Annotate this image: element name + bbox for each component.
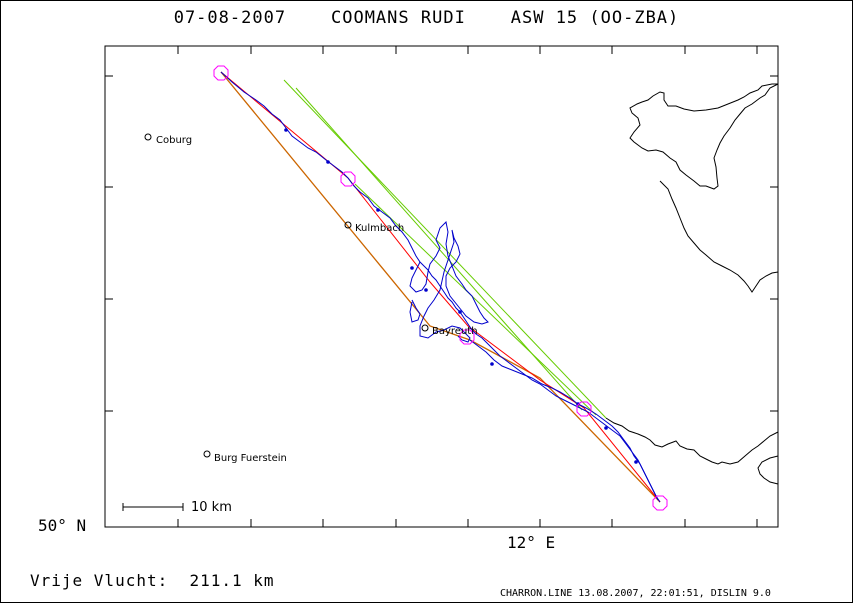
gps-track — [409, 299, 421, 323]
place-label-bayreuth: Bayreuth — [432, 326, 478, 337]
gps-track — [220, 71, 659, 501]
place-marker — [144, 133, 429, 458]
longitude-label: 12° E — [507, 533, 556, 552]
country-border — [629, 83, 779, 190]
gps-track — [469, 339, 661, 503]
axis-ticks — [105, 46, 778, 527]
scale-label: 10 km — [191, 500, 232, 515]
place-label-burg-fuerstein: Burg Fuerstein — [214, 453, 287, 464]
flight-distance: Vrije Vlucht: 211.1 km — [30, 571, 275, 590]
scale-bar — [122, 503, 184, 511]
track-marker — [284, 128, 638, 464]
country-border — [757, 455, 779, 485]
observation-sector — [283, 79, 607, 419]
country-border — [659, 180, 779, 293]
gps-track — [409, 220, 489, 343]
map-axes-box — [104, 45, 779, 528]
turnpoint-marker — [213, 65, 668, 511]
place-label-coburg: Coburg — [156, 135, 193, 146]
latitude-label: 50° N — [38, 516, 87, 535]
footer-credits: CHARRON.LINE 13.08.2007, 22:01:51, DISLI… — [500, 588, 771, 599]
place-label-kulmbach: Kulmbach — [355, 223, 405, 234]
country-border — [605, 417, 779, 465]
flight-title: 07-08-2007 COOMANS RUDI ASW 15 (OO-ZBA) — [173, 8, 680, 28]
